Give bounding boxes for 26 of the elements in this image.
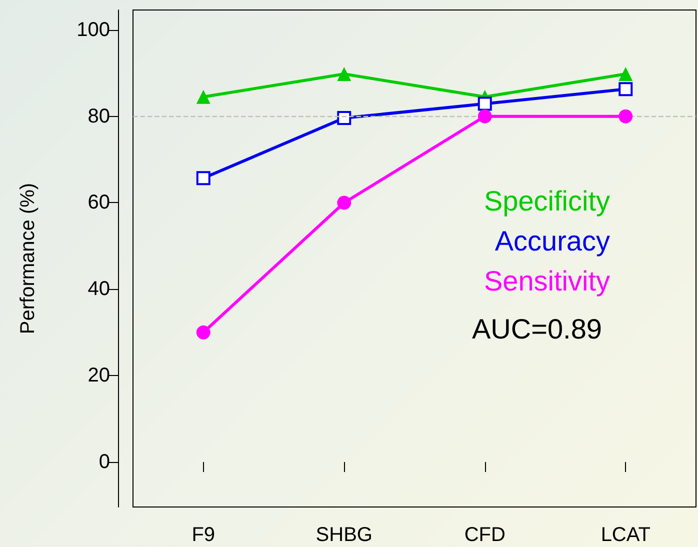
y-tick-label: 0 [98, 451, 110, 474]
point [196, 325, 210, 340]
text: Accuracy [494, 226, 610, 256]
point [337, 196, 352, 210]
text: Specificity [484, 186, 610, 216]
x-tick-label: SHBG [316, 524, 372, 546]
point [478, 109, 492, 124]
point [618, 82, 633, 96]
point [337, 111, 352, 126]
x-tick-label: LCAT [600, 524, 650, 546]
y-tick-label: 100 [76, 18, 110, 41]
point [337, 66, 352, 81]
point [478, 96, 492, 111]
x-tick-label: CFD [464, 524, 506, 546]
y-tick-label: 20 [88, 364, 110, 387]
y-tick-label: 60 [88, 192, 110, 214]
y-tick-label: 80 [88, 105, 110, 128]
x-tick-label: F9 [192, 524, 216, 546]
point [618, 66, 633, 81]
y-tick-label: 40 [88, 278, 110, 300]
point [196, 90, 210, 104]
y-axis-title: Performance (%) [17, 182, 39, 334]
point [196, 171, 210, 186]
point [618, 109, 633, 124]
annotation: AUC=0.89 [472, 314, 602, 344]
text: Sensitivity [484, 266, 610, 296]
